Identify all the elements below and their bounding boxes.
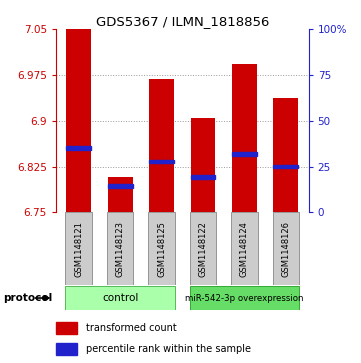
Text: percentile rank within the sample: percentile rank within the sample — [86, 344, 251, 354]
Text: miR-542-3p overexpression: miR-542-3p overexpression — [185, 294, 304, 302]
Text: GSM1148123: GSM1148123 — [116, 221, 125, 277]
Bar — [190, 212, 216, 285]
Bar — [66, 146, 91, 150]
Text: GSM1148121: GSM1148121 — [74, 221, 83, 277]
Text: protocol: protocol — [4, 293, 53, 303]
Bar — [232, 64, 257, 212]
Text: control: control — [102, 293, 138, 303]
Title: GDS5367 / ILMN_1818856: GDS5367 / ILMN_1818856 — [96, 15, 269, 28]
Bar — [190, 286, 299, 310]
Bar — [191, 175, 216, 179]
Bar — [273, 98, 298, 212]
Bar — [149, 79, 174, 212]
Bar — [273, 165, 298, 168]
Text: GSM1148124: GSM1148124 — [240, 221, 249, 277]
Bar — [148, 212, 175, 285]
Bar — [108, 184, 132, 188]
Bar — [231, 212, 258, 285]
Bar — [66, 29, 91, 212]
Text: GSM1148126: GSM1148126 — [281, 221, 290, 277]
Bar — [56, 343, 77, 355]
Text: GSM1148125: GSM1148125 — [157, 221, 166, 277]
Bar — [108, 177, 132, 212]
Bar — [56, 322, 77, 334]
Bar — [149, 160, 174, 163]
Bar — [232, 152, 257, 156]
Bar — [107, 212, 134, 285]
Text: transformed count: transformed count — [86, 323, 177, 333]
Bar — [191, 118, 216, 212]
Bar — [273, 212, 299, 285]
Bar — [65, 286, 175, 310]
Text: GSM1148122: GSM1148122 — [199, 221, 208, 277]
Bar — [65, 212, 92, 285]
